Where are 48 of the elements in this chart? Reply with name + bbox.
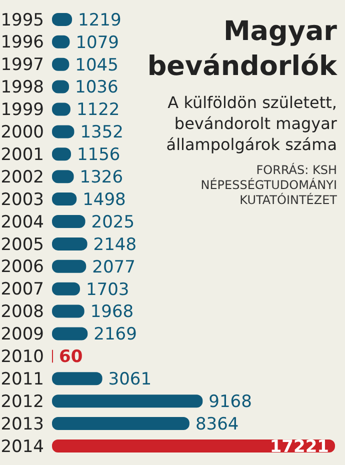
y-tick-label: 2002 bbox=[0, 167, 44, 188]
y-tick-label: 2008 bbox=[0, 302, 44, 322]
data-label: 9168 bbox=[208, 392, 252, 412]
y-tick-label: 2013 bbox=[0, 414, 44, 434]
data-label: 1352 bbox=[80, 122, 124, 143]
text: Magyar bevándorlók bbox=[146, 15, 337, 84]
y-tick-label: 2011 bbox=[0, 369, 44, 390]
y-tick-label: 1996 bbox=[0, 32, 44, 53]
data-label: 1122 bbox=[76, 100, 120, 120]
y-tick-label: 2014 bbox=[0, 436, 44, 457]
text: A külföldön született, bevándorolt magyar állampolgárok száma bbox=[165, 92, 337, 155]
y-tick-label: 2009 bbox=[0, 324, 44, 345]
data-label: 1156 bbox=[76, 145, 120, 166]
bar bbox=[52, 372, 102, 386]
data-label: 2169 bbox=[94, 324, 137, 345]
data-label: 17221 bbox=[270, 436, 329, 457]
y-tick-label: 2012 bbox=[0, 392, 44, 412]
y-tick-label: 1995 bbox=[0, 10, 44, 30]
data-label: 2148 bbox=[93, 234, 137, 255]
data-label: 2025 bbox=[91, 212, 135, 232]
bar bbox=[52, 394, 203, 408]
y-tick-label: 1999 bbox=[0, 100, 44, 120]
data-label: 1036 bbox=[75, 78, 118, 98]
data-label: 60 bbox=[58, 347, 83, 368]
data-label: 1326 bbox=[80, 168, 124, 188]
data-label: 2077 bbox=[92, 257, 136, 278]
y-tick-label: 2001 bbox=[0, 144, 44, 165]
bar bbox=[52, 439, 335, 452]
y-tick-label: 2000 bbox=[0, 122, 44, 143]
data-label: 1968 bbox=[90, 302, 134, 322]
y-tick-label: 2003 bbox=[0, 190, 44, 210]
y-tick-label: 2010 bbox=[0, 347, 44, 368]
data-label: 1045 bbox=[75, 55, 118, 76]
bar bbox=[52, 327, 88, 340]
y-tick-label: 1998 bbox=[0, 78, 44, 98]
data-label: 1219 bbox=[78, 10, 122, 30]
y-tick-label: 2006 bbox=[0, 257, 44, 278]
y-tick-label: 2007 bbox=[0, 280, 44, 300]
y-tick-label: 2005 bbox=[0, 234, 44, 255]
bar bbox=[52, 417, 190, 430]
y-tick-label: 2004 bbox=[0, 212, 44, 232]
data-label: 3061 bbox=[108, 370, 152, 390]
annotation: FORRÁS: KSH NÉPESSÉGTUDOMÁNYI KUTATÓINTÉZET bbox=[200, 163, 337, 208]
data-label: 8364 bbox=[195, 414, 239, 434]
y-tick-label: 1997 bbox=[0, 55, 44, 76]
data-label: 1079 bbox=[76, 32, 119, 53]
data-label: 1703 bbox=[86, 280, 130, 300]
data-label: 1498 bbox=[82, 190, 126, 210]
